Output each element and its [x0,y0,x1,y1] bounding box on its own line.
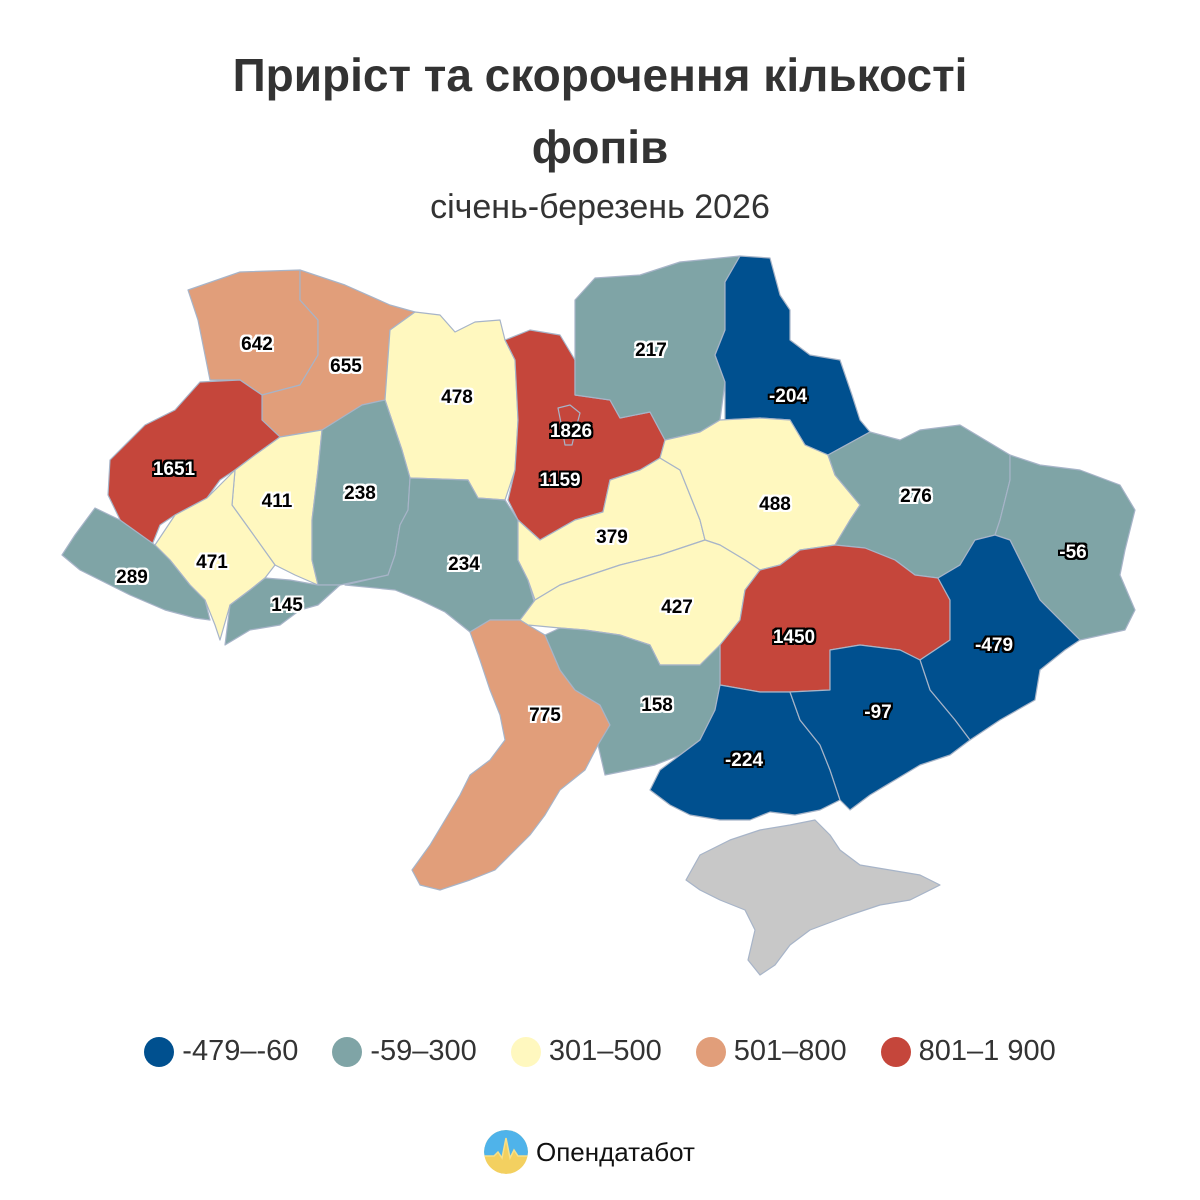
region-label-khmelnytskyi: 238 [344,483,376,504]
chart-title-line2: фопів [531,121,669,173]
legend-item-negative[interactable]: -479–-60 [144,1035,298,1068]
brand: Опендатабот [484,1130,695,1174]
region-label-volyn: 642 [241,334,273,355]
legend-label: 801–1 900 [918,1035,1056,1067]
region-zakarpattia[interactable] [61,507,211,621]
opendatabot-logo-icon [484,1130,528,1174]
region-volyn[interactable] [187,269,319,396]
region-kyiv-city[interactable] [557,404,581,446]
legend-swatch-icon [144,1036,175,1067]
region-label-sumy: -204 [768,386,808,407]
region-label-dnipropetrovsk: 1450 [772,627,816,648]
region-label-donetsk: -479 [974,635,1014,656]
region-label-kirovohrad: 427 [661,597,693,618]
legend-swatch-icon [880,1036,911,1067]
region-luhansk[interactable] [994,454,1136,641]
region-label-odesa: 775 [529,705,561,726]
region-label-kyiv-city: 1826 [549,421,593,442]
region-label-chernivtsi: 145 [271,595,303,616]
legend-item-mid[interactable]: 301–500 [510,1035,662,1068]
chart-subtitle: січень-березень 2026 [430,188,770,226]
region-label-luhansk: -56 [1059,542,1087,563]
region-label-vinnytsia: 234 [448,554,480,575]
map-legend: -479–-60 -59–300 301–500 501–800 801–1 9… [0,1035,1200,1068]
region-chernivtsi[interactable] [224,577,341,646]
region-crimea[interactable] [685,819,941,976]
region-zaporizhzhia[interactable] [789,644,971,811]
chart-title-line1: Приріст та скорочення кількості [232,49,968,101]
legend-label: 301–500 [548,1035,662,1067]
legend-swatch-icon [510,1036,541,1067]
region-label-rivne: 655 [330,356,362,377]
legend-swatch-icon [695,1036,726,1067]
region-label-zakarpattia: 289 [116,567,148,588]
legend-item-low[interactable]: -59–300 [332,1035,477,1068]
legend-swatch-icon [332,1036,363,1067]
legend-label: -59–300 [370,1035,477,1067]
region-label-kharkiv: 276 [900,486,932,507]
region-label-zhytomyr: 478 [441,387,473,408]
region-label-kyiv-oblast: 1159 [539,470,581,491]
region-label-cherkasy: 379 [596,527,628,548]
legend-label: -479–-60 [182,1035,299,1067]
region-label-zaporizhzhia: -97 [864,702,892,723]
region-label-mykolaiv: 158 [641,695,673,716]
region-label-chernihiv: 217 [635,340,667,361]
region-label-lviv: 1651 [152,459,196,480]
legend-item-top[interactable]: 801–1 900 [880,1035,1056,1068]
region-label-ternopil: 411 [261,491,293,512]
legend-label: 501–800 [733,1035,847,1067]
region-label-ivano-frankivsk: 471 [196,552,228,573]
region-label-kherson: -224 [724,750,764,771]
brand-name: Опендатабот [536,1136,695,1167]
legend-item-high[interactable]: 501–800 [695,1035,847,1068]
region-label-poltava: 488 [759,494,791,515]
